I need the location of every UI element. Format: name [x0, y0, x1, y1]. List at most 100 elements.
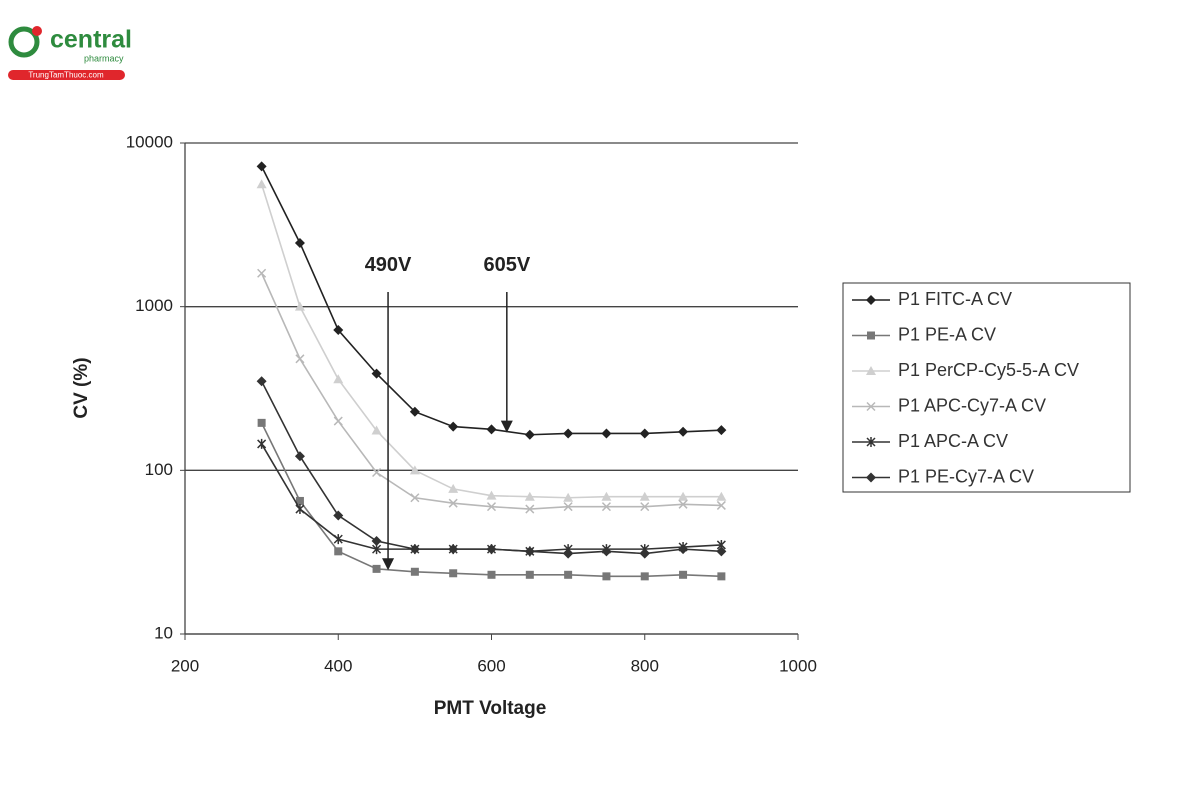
x-tick-label: 200 [171, 656, 199, 675]
data-point [640, 572, 649, 581]
data-point [410, 567, 419, 576]
legend-marker [866, 401, 876, 412]
arrow-head [382, 558, 395, 571]
data-point [717, 572, 726, 581]
data-point [639, 548, 650, 559]
data-point [678, 491, 689, 501]
data-point [601, 546, 612, 557]
data-point [716, 500, 726, 510]
data-point [486, 424, 497, 435]
legend-marker [866, 472, 876, 483]
data-point [563, 548, 574, 559]
y-tick-label: 1000 [135, 296, 173, 315]
data-point [601, 502, 611, 512]
data-point [486, 502, 497, 512]
data-point [678, 499, 688, 509]
data-point [601, 428, 612, 439]
data-point [257, 268, 267, 278]
x-axis-label: PMT Voltage [434, 698, 547, 719]
data-point [409, 465, 420, 475]
data-point [564, 570, 573, 579]
legend-label: P1 PE-Cy7-A CV [898, 466, 1034, 486]
data-point [257, 418, 266, 427]
data-point [371, 536, 382, 547]
data-point [448, 483, 459, 493]
data-point [524, 429, 535, 440]
data-point [295, 496, 304, 505]
legend-marker [866, 366, 876, 375]
data-point [256, 161, 267, 172]
data-point [524, 491, 535, 501]
data-point [640, 502, 650, 512]
logo-sub: pharmacy [84, 53, 124, 63]
annotation: 490V [365, 254, 412, 276]
x-tick-label: 1000 [779, 656, 817, 675]
data-point [333, 416, 343, 426]
legend-marker [867, 331, 875, 340]
legend-box [842, 282, 1131, 493]
data-point [716, 425, 727, 436]
data-point [563, 502, 573, 512]
series-line [260, 183, 722, 499]
arrow-head [500, 420, 513, 433]
data-point [409, 406, 420, 417]
logo: central pharmacy TrungTamThuoc.com [8, 26, 132, 80]
data-point [256, 376, 267, 387]
data-point [678, 544, 689, 555]
data-point [371, 425, 382, 435]
data-point [448, 421, 459, 432]
data-point [334, 547, 343, 556]
data-point [716, 546, 727, 557]
logo-icon [32, 26, 42, 36]
logo-site: TrungTamThuoc.com [28, 71, 104, 80]
data-point [486, 490, 497, 500]
legend-marker [866, 437, 876, 447]
annotation: 605V [483, 254, 530, 276]
data-point [678, 426, 689, 437]
data-point [525, 570, 534, 579]
y-tick-label: 100 [145, 460, 173, 479]
data-point [639, 428, 650, 439]
legend-label: P1 APC-A CV [898, 431, 1008, 451]
data-point [372, 467, 382, 478]
data-point [679, 570, 688, 579]
data-point [333, 510, 344, 521]
data-point [294, 451, 305, 462]
data-point [333, 374, 344, 384]
data-point [448, 498, 458, 508]
series-line [260, 165, 722, 436]
series-line [260, 272, 722, 510]
y-tick-label: 10000 [126, 132, 173, 151]
data-point [716, 491, 727, 501]
data-point [563, 428, 574, 439]
data-point [333, 325, 344, 336]
legend-label: P1 APC-Cy7-A CV [898, 395, 1046, 415]
data-point [639, 491, 650, 501]
data-point [409, 544, 420, 555]
data-point [294, 301, 305, 311]
data-point [372, 564, 381, 573]
legend-marker [866, 295, 876, 305]
logo-icon [8, 26, 40, 58]
data-point [487, 570, 496, 579]
data-point [257, 438, 267, 449]
y-axis-label: CV (%) [71, 357, 92, 418]
data-point [333, 534, 343, 545]
y-tick-label: 10 [154, 623, 173, 642]
data-point [524, 546, 535, 557]
data-point [371, 368, 382, 379]
legend-label: P1 PE-A CV [898, 324, 996, 344]
legend-label: P1 FITC-A CV [898, 289, 1012, 309]
data-point [563, 492, 574, 502]
data-point [256, 179, 267, 189]
data-point [448, 544, 459, 555]
x-tick-label: 800 [631, 656, 659, 675]
logo-name: central [50, 26, 132, 54]
data-point [486, 544, 497, 555]
data-point [295, 504, 305, 515]
x-tick-label: 600 [477, 656, 505, 675]
x-tick-label: 400 [324, 656, 352, 675]
data-point [525, 504, 535, 514]
data-point [294, 237, 305, 248]
data-point [295, 354, 305, 364]
